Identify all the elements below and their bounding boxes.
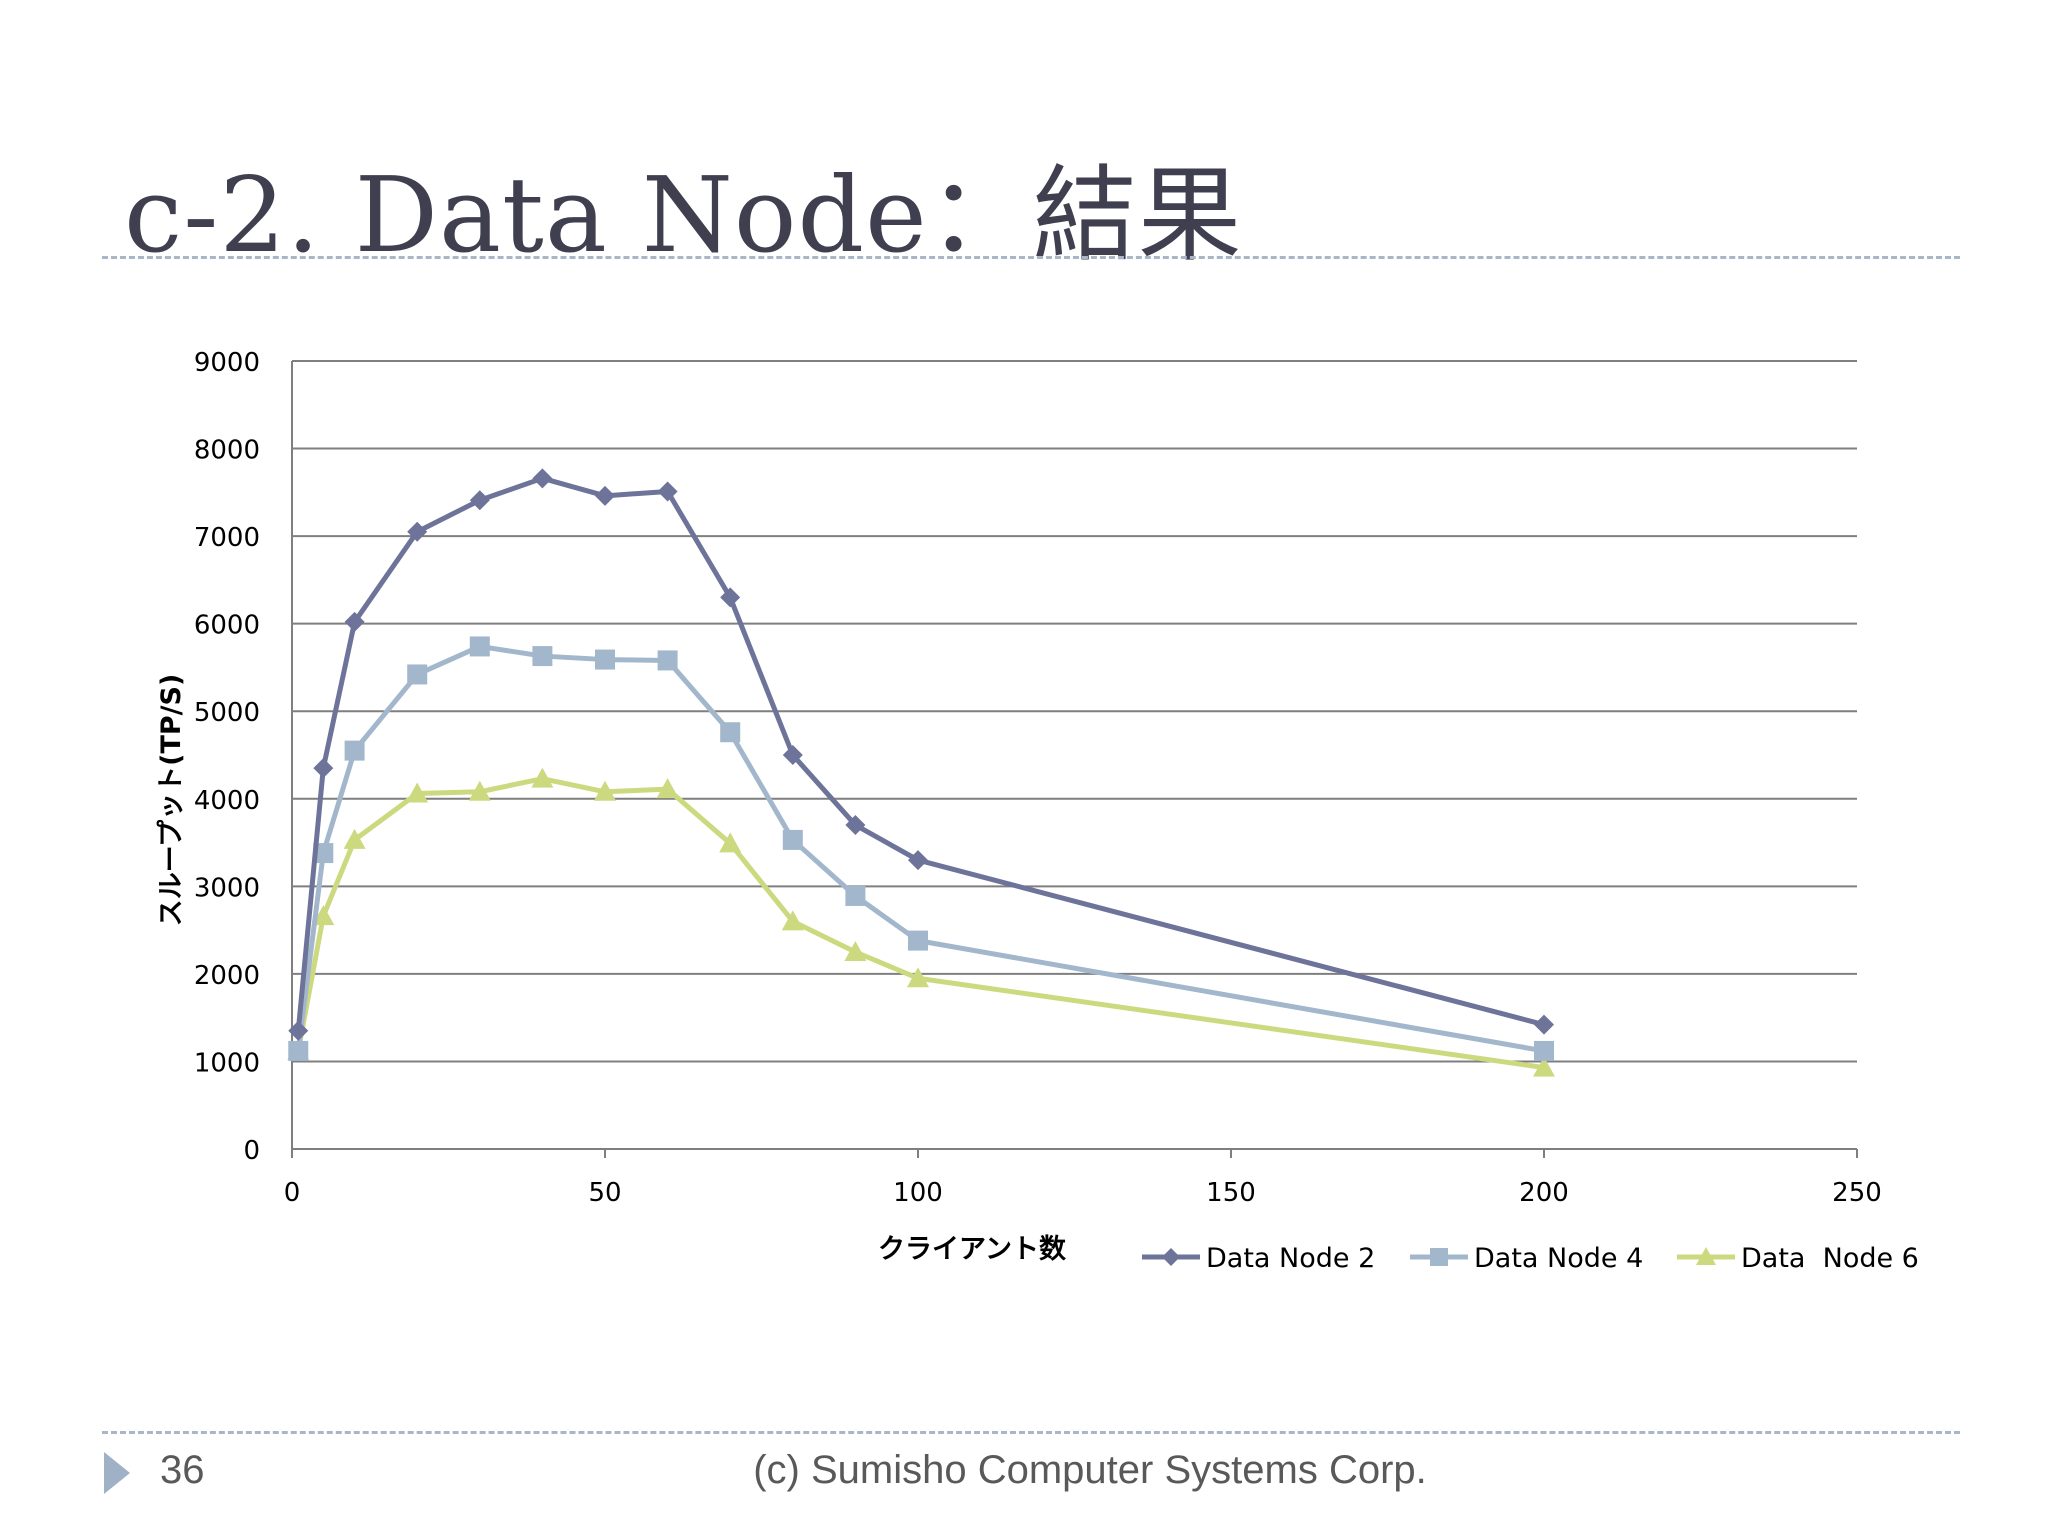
x-tick-label: 250 bbox=[1832, 1178, 1882, 1208]
data-point bbox=[594, 780, 616, 801]
y-tick-labels: 0 1000 2000 3000 4000 5000 6000 7000 8000 9000 bbox=[194, 348, 260, 1166]
data-point bbox=[720, 722, 741, 743]
data-point bbox=[313, 843, 334, 864]
data-point bbox=[844, 941, 867, 961]
bottom-divider bbox=[102, 1431, 1960, 1434]
data-point bbox=[907, 967, 929, 988]
y-tick-label: 9000 bbox=[194, 348, 260, 378]
data-point bbox=[781, 910, 804, 931]
data-point bbox=[312, 905, 335, 926]
series-line bbox=[295, 776, 1545, 1071]
legend-label: Data Node 6 bbox=[1741, 1243, 1919, 1274]
y-tick-label: 2000 bbox=[194, 961, 260, 991]
y-tick-label: 6000 bbox=[194, 611, 260, 641]
data-point bbox=[720, 587, 741, 608]
x-tick-label: 200 bbox=[1519, 1178, 1569, 1208]
series-data-node-4 bbox=[288, 636, 1554, 1061]
series-line bbox=[295, 643, 1545, 1054]
x-tick-label: 50 bbox=[588, 1178, 621, 1208]
data-point bbox=[908, 930, 928, 951]
y-tick-label: 3000 bbox=[194, 873, 260, 903]
data-point bbox=[1534, 1040, 1554, 1061]
data-point bbox=[532, 468, 553, 489]
y-tick-label: 0 bbox=[243, 1136, 260, 1166]
data-point bbox=[407, 664, 428, 685]
data-point bbox=[845, 815, 866, 836]
data-point bbox=[407, 521, 428, 542]
page-number: 36 bbox=[160, 1448, 205, 1492]
data-point bbox=[657, 481, 678, 502]
y-axis-label: スループット(TP/S) bbox=[156, 674, 187, 927]
data-point bbox=[406, 782, 429, 803]
data-point bbox=[595, 649, 615, 670]
data-point bbox=[656, 778, 679, 799]
axes bbox=[291, 361, 1858, 1158]
x-axis-label: クライアント数 bbox=[878, 1234, 1067, 1265]
y-tick-label: 7000 bbox=[194, 523, 260, 553]
series-data-node-6 bbox=[287, 767, 1555, 1077]
data-point bbox=[908, 850, 928, 871]
legend-label: Data Node 4 bbox=[1474, 1243, 1643, 1274]
data-point bbox=[469, 490, 490, 511]
legend-entry: Data Node 6 bbox=[1677, 1243, 1919, 1274]
legend-label: Data Node 2 bbox=[1206, 1243, 1375, 1274]
data-point bbox=[344, 740, 365, 761]
top-divider bbox=[102, 256, 1960, 259]
series-data-node-2 bbox=[288, 468, 1554, 1041]
data-point bbox=[532, 646, 553, 667]
data-point bbox=[719, 832, 742, 853]
data-point bbox=[1533, 1056, 1555, 1077]
legend-swatch-marker bbox=[1162, 1248, 1180, 1266]
series-group bbox=[287, 468, 1555, 1077]
data-point bbox=[845, 885, 866, 906]
data-point bbox=[313, 758, 334, 779]
legend-swatch-marker bbox=[1430, 1248, 1448, 1266]
footer-arrow-icon bbox=[104, 1452, 130, 1494]
legend-entry: Data Node 4 bbox=[1410, 1243, 1643, 1274]
data-point bbox=[288, 1020, 309, 1041]
x-tick-label: 0 bbox=[284, 1178, 301, 1208]
y-tick-label: 8000 bbox=[194, 436, 260, 466]
data-point bbox=[782, 829, 803, 850]
data-point bbox=[343, 828, 366, 849]
data-point bbox=[595, 485, 615, 506]
footer-copyright: (c) Sumisho Computer Systems Corp. bbox=[753, 1448, 1427, 1492]
data-point bbox=[468, 780, 491, 801]
data-point bbox=[288, 1040, 309, 1061]
x-tick-labels: 0 50 100 150 200 250 bbox=[284, 1178, 1882, 1208]
x-tick-label: 100 bbox=[893, 1178, 943, 1208]
grid-lines bbox=[292, 360, 1857, 1063]
y-tick-label: 5000 bbox=[194, 698, 260, 728]
data-point bbox=[657, 650, 678, 671]
legend-entry: Data Node 2 bbox=[1142, 1243, 1375, 1274]
data-point bbox=[344, 611, 365, 632]
data-point bbox=[531, 767, 554, 788]
slide-title: c-2. Data Node：結果 bbox=[124, 154, 1243, 276]
legend-swatch-marker bbox=[1696, 1247, 1716, 1265]
y-tick-label: 4000 bbox=[194, 786, 260, 816]
legend: Data Node 2 Data Node 4 Data Node 6 bbox=[1142, 1243, 1919, 1274]
data-point bbox=[1534, 1014, 1554, 1035]
data-point bbox=[469, 636, 490, 657]
x-tick-label: 150 bbox=[1206, 1178, 1256, 1208]
y-tick-label: 1000 bbox=[194, 1048, 260, 1078]
data-point bbox=[782, 745, 803, 765]
